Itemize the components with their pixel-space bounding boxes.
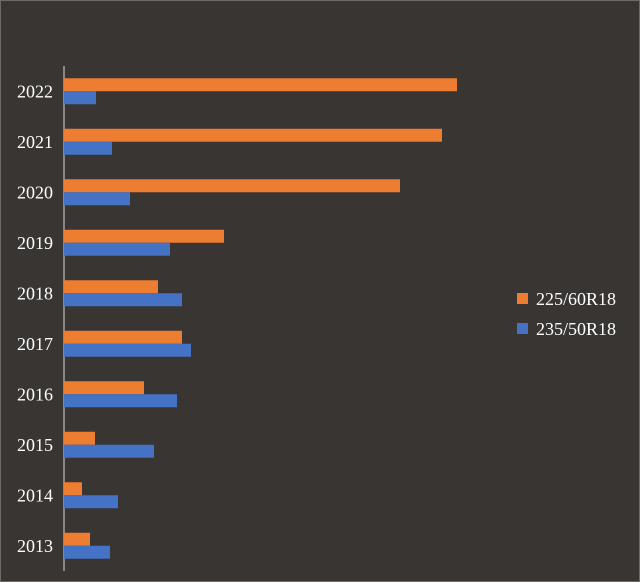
- bar-2018-series-1: [64, 280, 158, 294]
- bar-2014-series-2: [64, 495, 118, 509]
- legend: 225/60R18 235/50R18: [517, 289, 616, 339]
- bar-2015-series-2: [64, 444, 154, 458]
- bar-2016-series-1: [64, 381, 144, 395]
- y-tick-label-2021: 2021: [17, 132, 53, 152]
- y-tick-label-2017: 2017: [17, 334, 53, 354]
- legend-label-2: 235/50R18: [536, 319, 616, 339]
- bar-2022-series-2: [64, 91, 96, 105]
- bar-2013-series-2: [64, 545, 110, 559]
- y-tick-label-2014: 2014: [17, 485, 53, 505]
- y-tick-label-2022: 2022: [17, 81, 53, 101]
- bar-2015-series-1: [64, 431, 95, 445]
- y-tick-label-2020: 2020: [17, 182, 53, 202]
- bar-2016-series-2: [64, 394, 177, 408]
- bar-2022-series-1: [64, 78, 457, 92]
- y-tick-label-2016: 2016: [17, 384, 53, 404]
- legend-swatch-1: [517, 293, 528, 304]
- bar-2020-series-2: [64, 192, 130, 206]
- bar-2017-series-2: [64, 343, 191, 357]
- y-tick-label-2013: 2013: [17, 536, 53, 556]
- bar-2017-series-1: [64, 330, 182, 344]
- legend-label-1: 225/60R18: [536, 289, 616, 309]
- bar-2018-series-2: [64, 293, 182, 307]
- y-tick-label-2019: 2019: [17, 233, 53, 253]
- bars-group: [64, 78, 457, 559]
- y-tick-label-2015: 2015: [17, 435, 53, 455]
- bar-2014-series-1: [64, 482, 82, 496]
- bar-2013-series-1: [64, 532, 90, 546]
- bar-2019-series-1: [64, 229, 224, 243]
- bar-2020-series-1: [64, 179, 400, 193]
- y-tick-labels: 2013 2014 2015 2016 2017 2018 2019 2020 2021 2022: [17, 81, 53, 556]
- bar-2021-series-2: [64, 141, 112, 155]
- legend-swatch-2: [517, 323, 528, 334]
- bar-2021-series-1: [64, 128, 442, 142]
- bar-2019-series-2: [64, 242, 170, 256]
- y-tick-label-2018: 2018: [17, 283, 53, 303]
